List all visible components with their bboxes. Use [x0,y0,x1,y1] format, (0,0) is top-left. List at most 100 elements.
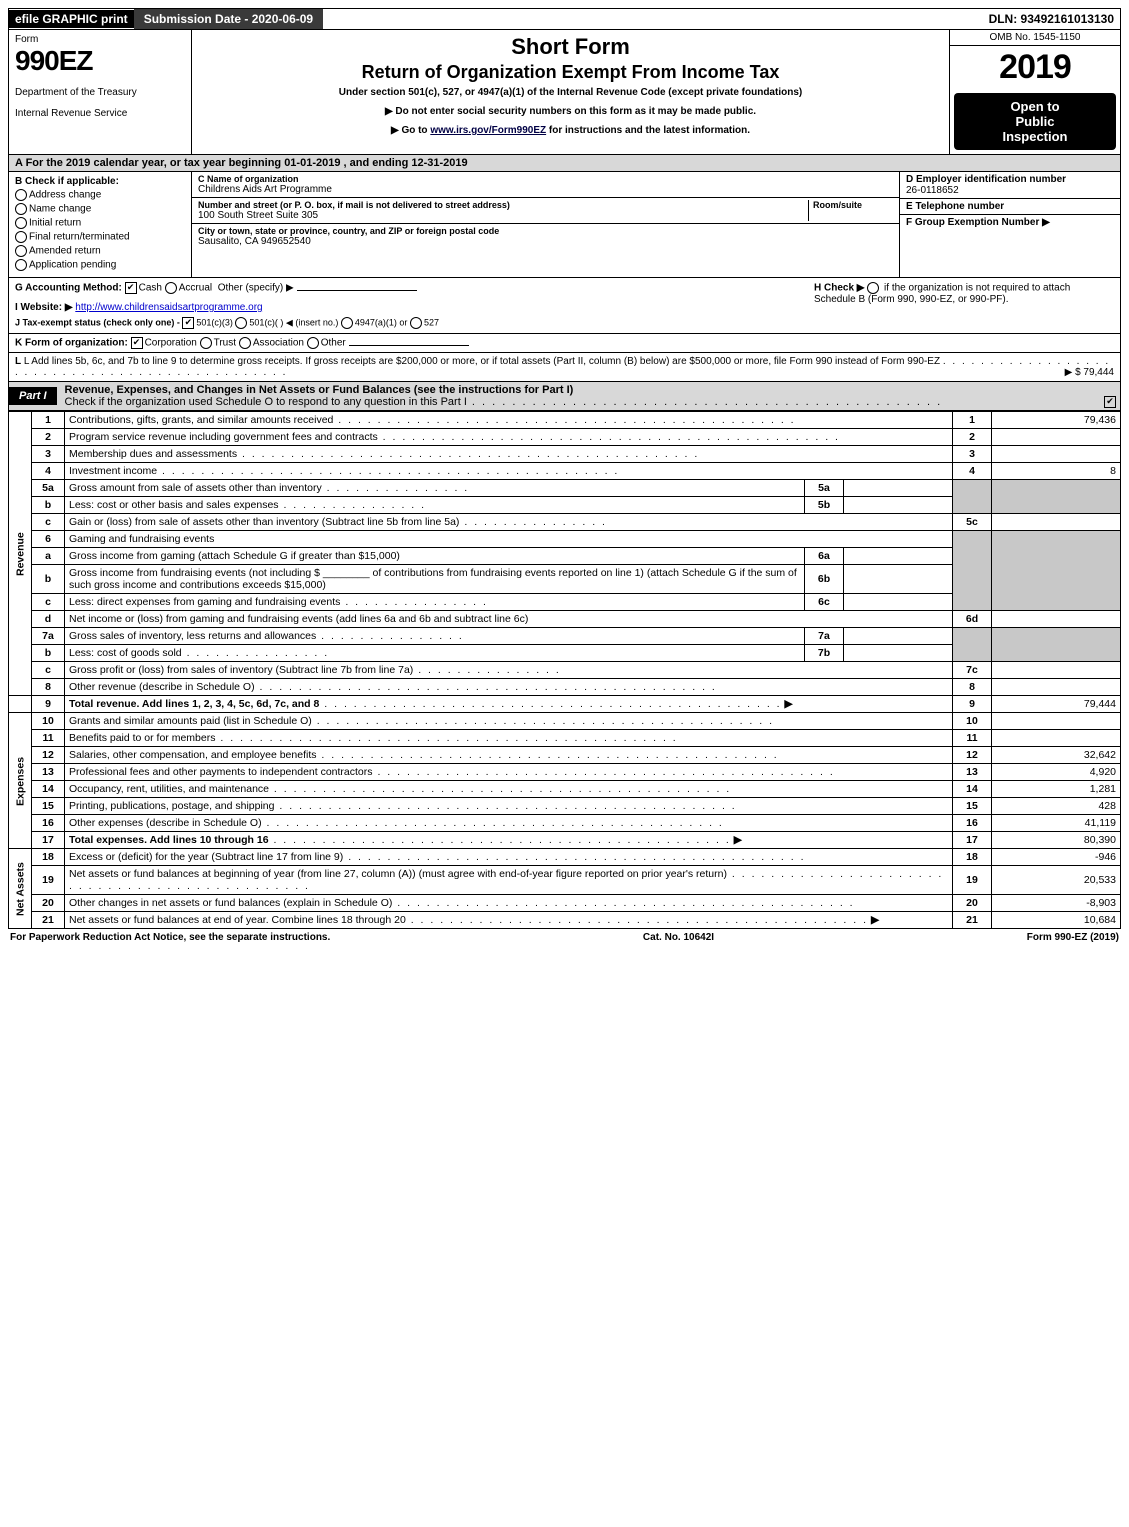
omb-number: OMB No. 1545-1150 [950,30,1120,46]
irs-link[interactable]: www.irs.gov/Form990EZ [430,125,546,136]
shade-6-amt [992,531,1121,611]
ln-21: 21 [32,912,65,929]
col-b: B Check if applicable: Address change Na… [9,172,192,277]
k-other-line[interactable] [349,345,469,346]
ein-value: 26-0118652 [906,185,1114,196]
desc-5b: Less: cost or other basis and sales expe… [69,499,279,511]
chk-accrual[interactable] [165,282,177,294]
amt-21: 10,684 [992,912,1121,929]
k-corp: Corporation [145,338,197,349]
desc-14: Occupancy, rent, utilities, and maintena… [69,783,269,795]
chk-trust[interactable] [200,337,212,349]
ln-8: 8 [32,679,65,696]
open-line3: Inspection [956,129,1114,144]
ln-5b: b [32,497,65,514]
num-9: 9 [953,696,992,713]
chk-address[interactable] [15,189,27,201]
k-assoc: Association [253,338,304,349]
chk-name-label: Name change [29,204,91,215]
chk-4947[interactable] [341,317,353,329]
chk-cash[interactable]: ✔ [125,282,137,294]
k-label: K Form of organization: [15,338,128,349]
amt-17: 80,390 [992,832,1121,849]
h-label: H Check ▶ [814,283,864,294]
amt-6d [992,611,1121,628]
desc-12: Salaries, other compensation, and employ… [69,749,316,761]
ln-4: 4 [32,463,65,480]
chk-final[interactable] [15,231,27,243]
j-501c-label: 501(c)( ) ◀ (insert no.) [249,317,338,327]
desc-7a: Gross sales of inventory, less returns a… [69,630,316,642]
top-bar: efile GRAPHIC print Submission Date - 20… [8,8,1121,30]
website-link[interactable]: http://www.childrensaidsartprogramme.org [75,302,262,313]
desc-5a: Gross amount from sale of assets other t… [69,482,322,494]
amt-1: 79,436 [992,412,1121,429]
line-k: K Form of organization: ✔Corporation Tru… [8,334,1121,353]
desc-15: Printing, publications, postage, and shi… [69,800,274,812]
desc-1: Contributions, gifts, grants, and simila… [69,414,333,426]
ssn-note: ▶ Do not enter social security numbers o… [198,106,943,117]
other-specify[interactable] [297,290,417,291]
ln-6a: a [32,548,65,565]
l-amount: ▶ $ 79,444 [1065,367,1114,378]
ln-20: 20 [32,895,65,912]
amt-4: 8 [992,463,1121,480]
return-title: Return of Organization Exempt From Incom… [198,62,943,83]
ln-11: 11 [32,730,65,747]
chk-amended-label: Amended return [29,246,101,257]
block-bcd: B Check if applicable: Address change Na… [8,172,1121,278]
footer-mid: Cat. No. 10642I [643,932,714,943]
col-c: C Name of organization Childrens Aids Ar… [192,172,899,277]
amt-18: -946 [992,849,1121,866]
footer-right: Form 990-EZ (2019) [1027,932,1119,943]
dept-treasury: Department of the Treasury [15,87,185,98]
g-label: G Accounting Method: [15,283,122,294]
ln-15: 15 [32,798,65,815]
amt-7c [992,662,1121,679]
city-label: City or town, state or province, country… [198,226,893,236]
chk-h[interactable] [867,282,879,294]
efile-label[interactable]: efile GRAPHIC print [9,10,134,28]
chk-name[interactable] [15,203,27,215]
num-6d: 6d [953,611,992,628]
amt-13: 4,920 [992,764,1121,781]
ln-5a: 5a [32,480,65,497]
chk-501c[interactable] [235,317,247,329]
miniamt-5b [844,497,953,514]
chk-527[interactable] [410,317,422,329]
other-label: Other (specify) ▶ [218,283,294,294]
chk-schedule-o[interactable]: ✔ [1104,396,1116,408]
num-11: 11 [953,730,992,747]
chk-other[interactable] [307,337,319,349]
col-d: D Employer identification number 26-0118… [899,172,1120,277]
ln-13: 13 [32,764,65,781]
expenses-side-label: Expenses [9,713,32,849]
ln-12: 12 [32,747,65,764]
desc-9: Total revenue. Add lines 1, 2, 3, 4, 5c,… [69,698,319,710]
miniamt-5a [844,480,953,497]
amt-10 [992,713,1121,730]
chk-assoc[interactable] [239,337,251,349]
netassets-side-label: Net Assets [9,849,32,929]
chk-corp[interactable]: ✔ [131,337,143,349]
mini-6c: 6c [805,594,844,611]
ln-9: 9 [32,696,65,713]
chk-pending[interactable] [15,259,27,271]
desc-5c: Gain or (loss) from sale of assets other… [69,516,459,528]
amt-20: -8,903 [992,895,1121,912]
addr-value: 100 South Street Suite 305 [198,210,808,221]
chk-amended[interactable] [15,245,27,257]
num-3: 3 [953,446,992,463]
num-12: 12 [953,747,992,764]
ln-19: 19 [32,866,65,895]
num-2: 2 [953,429,992,446]
financial-table: Revenue 1 Contributions, gifts, grants, … [8,411,1121,929]
j-527-label: 527 [424,317,439,327]
org-name: Childrens Aids Art Programme [198,184,893,195]
num-18: 18 [953,849,992,866]
desc-17: Total expenses. Add lines 10 through 16 [69,834,269,846]
chk-initial[interactable] [15,217,27,229]
chk-501c3[interactable]: ✔ [182,317,194,329]
desc-3: Membership dues and assessments [69,448,237,460]
num-19: 19 [953,866,992,895]
